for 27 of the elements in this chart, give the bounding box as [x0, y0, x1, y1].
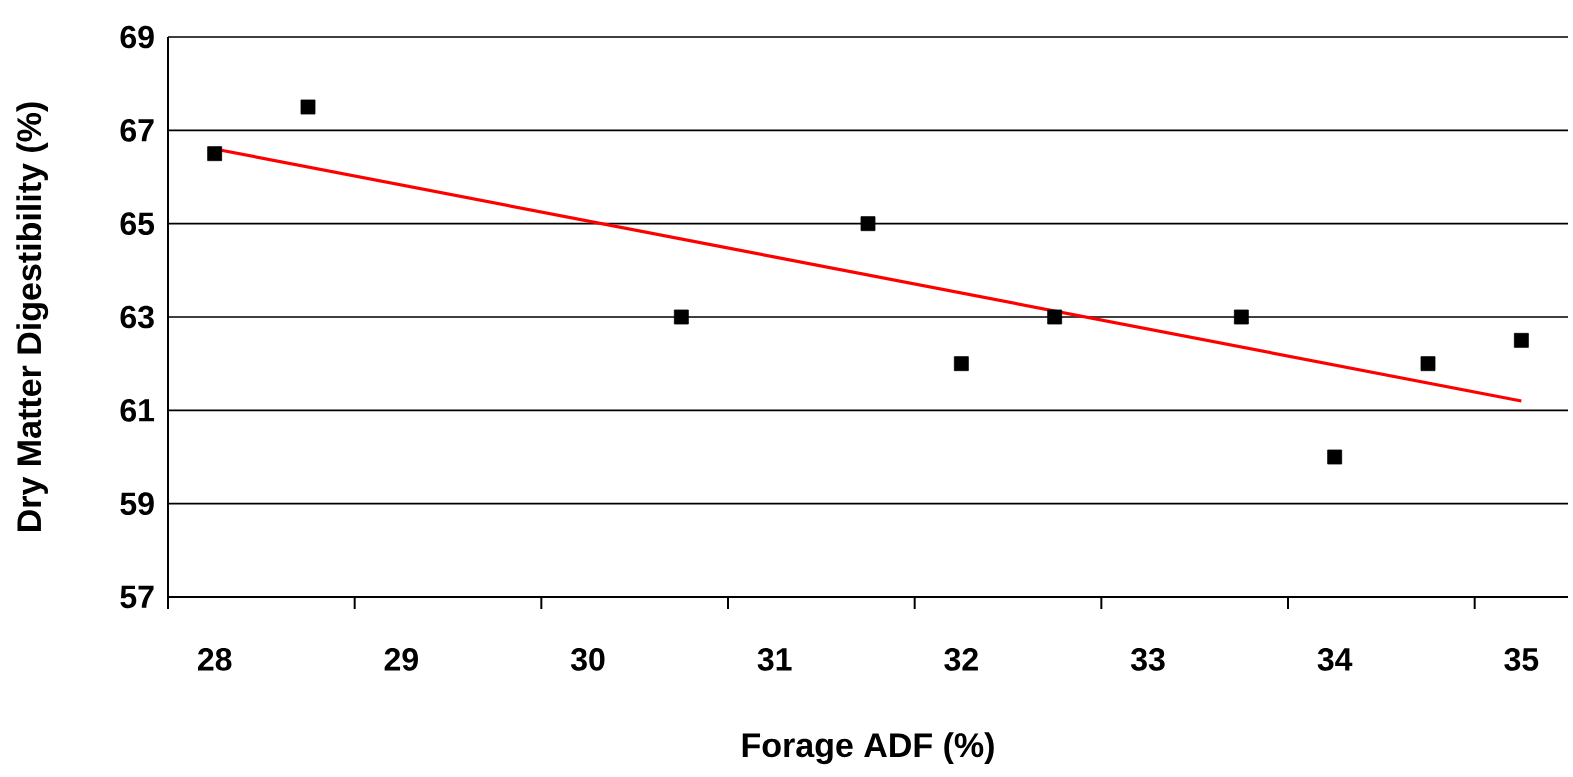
- point: [1420, 356, 1436, 372]
- x-tick-label: 34: [1317, 648, 1353, 671]
- x-tick-label: 30: [570, 648, 605, 671]
- x-axis-title: Forage ADF (%): [742, 732, 994, 765]
- y-tick-label: 65: [120, 212, 155, 235]
- point: [860, 216, 876, 232]
- x-tick-label: 35: [1504, 648, 1539, 671]
- x-tick-label: 33: [1130, 648, 1165, 671]
- y-axis-title: Dry Matter Digestibility (%): [16, 102, 49, 532]
- point: [673, 309, 689, 325]
- point: [953, 356, 969, 372]
- point: [207, 146, 223, 162]
- x-tick-label: 31: [757, 648, 792, 671]
- point: [1047, 309, 1063, 325]
- y-tick-label: 59: [120, 492, 154, 515]
- point: [1327, 449, 1343, 465]
- point: [1513, 332, 1529, 348]
- y-tick-label: 61: [120, 399, 155, 422]
- y-tick-label: 63: [120, 305, 154, 329]
- x-tick-label: 32: [944, 648, 978, 671]
- y-tick-label: 69: [120, 25, 154, 49]
- x-tick-label: 28: [197, 648, 232, 671]
- y-tick-label: 57: [120, 585, 154, 609]
- point: [300, 99, 316, 115]
- y-tick-label: 67: [120, 119, 154, 142]
- x-tick-label: 29: [384, 648, 418, 671]
- point: [1233, 309, 1249, 325]
